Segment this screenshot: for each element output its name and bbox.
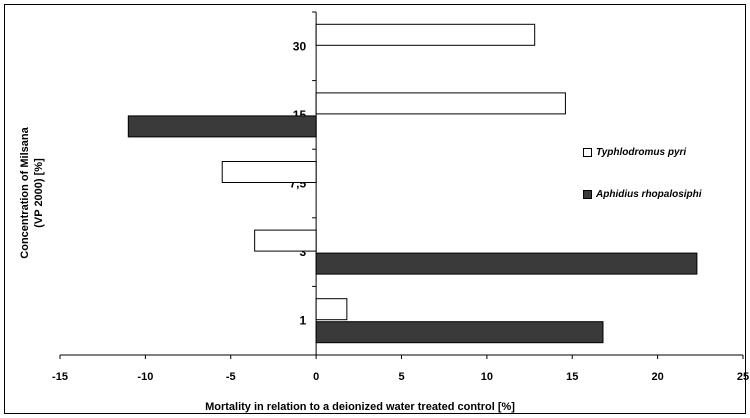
x-tick-label: 5 [398,371,404,383]
legend-label-aphidius: Aphidius rhopalosiphi [596,188,702,200]
x-tick-label: 20 [652,371,664,383]
bar-aphidius [127,115,317,138]
bar-aphidius [315,321,604,344]
x-tick-label: 10 [481,371,493,383]
chart-frame [4,4,746,414]
x-tick-label: 15 [566,371,578,383]
y-category-label: 1 [299,314,306,328]
bar-typhlodromus [315,23,536,46]
bar-aphidius [315,252,698,275]
y-axis-title-wrap: Concentration of Milsana (VP 2000) [%] [14,28,50,358]
bar-typhlodromus [254,229,317,252]
legend-swatch-typhlodromus [583,147,592,157]
x-tick-label: 25 [737,371,749,383]
legend-label-typhlodromus: Typhlodromus pyri [596,146,687,158]
y-axis-title: Concentration of Milsana (VP 2000) [%] [19,127,45,259]
legend-item-aphidius: Aphidius rhopalosiphi [583,187,702,201]
y-category-label: 30 [293,39,307,53]
x-axis-title: Mortality in relation to a deionized wat… [205,401,515,413]
bar-typhlodromus [221,161,317,183]
x-tick-label: -15 [52,371,68,383]
bar-typhlodromus [315,298,348,321]
x-tick-label: -10 [137,371,153,383]
y-category-label: 3 [299,245,306,259]
bar-typhlodromus [315,92,566,115]
x-tick-label: -5 [226,371,236,383]
legend-item-typhlodromus: Typhlodromus pyri [583,145,702,159]
legend: Typhlodromus pyri Aphidius rhopalosiphi [583,145,702,229]
x-tick-label: 0 [313,371,319,383]
legend-swatch-aphidius [583,189,592,199]
